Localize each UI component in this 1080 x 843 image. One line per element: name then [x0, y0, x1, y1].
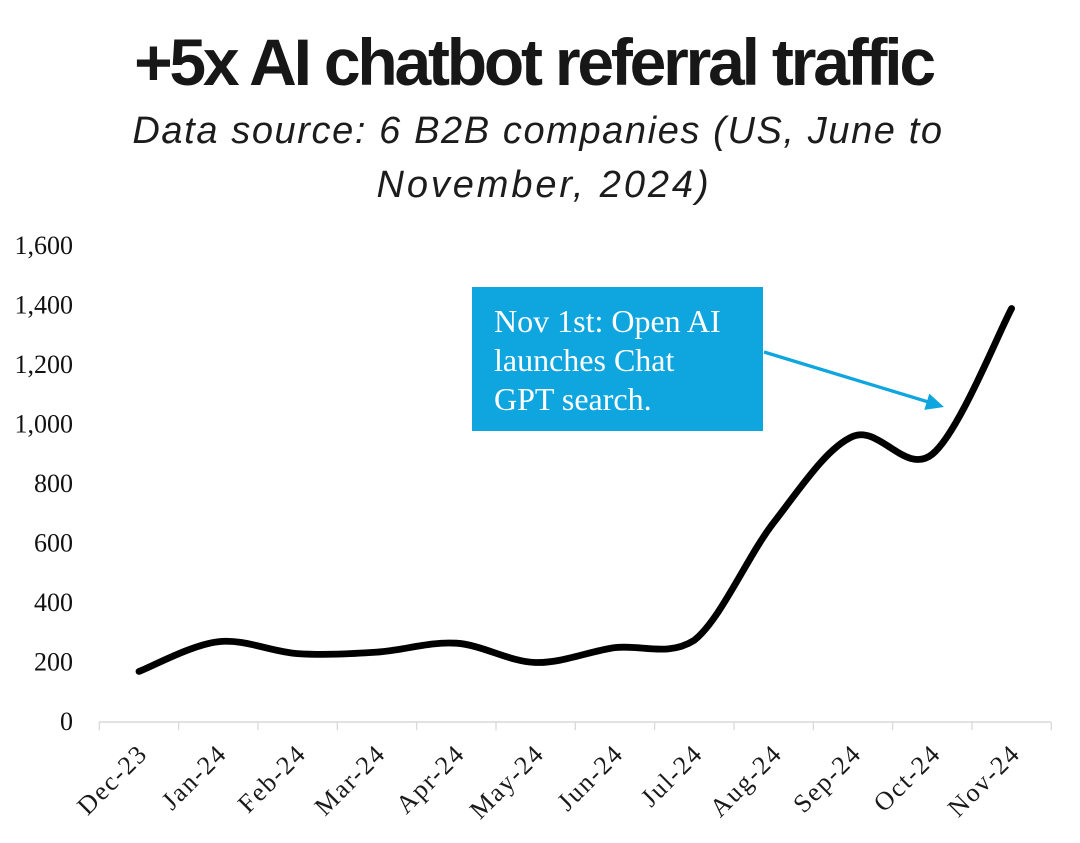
svg-text:Aug-24: Aug-24: [704, 739, 788, 823]
svg-text:Nov-24: Nov-24: [942, 739, 1026, 823]
svg-text:Jan-24: Jan-24: [156, 739, 233, 816]
svg-text:1,600: 1,600: [15, 231, 74, 260]
svg-text:Sep-24: Sep-24: [787, 739, 867, 819]
svg-text:1,400: 1,400: [15, 291, 74, 320]
svg-text:400: 400: [34, 588, 73, 617]
svg-text:1,000: 1,000: [15, 410, 74, 439]
svg-text:Oct-24: Oct-24: [868, 739, 947, 818]
svg-text:0: 0: [60, 707, 73, 736]
svg-text:600: 600: [34, 529, 73, 558]
svg-text:Feb-24: Feb-24: [232, 739, 312, 819]
svg-text:May-24: May-24: [464, 739, 550, 825]
svg-text:Jul-24: Jul-24: [635, 739, 709, 813]
svg-text:200: 200: [34, 648, 73, 677]
svg-text:1,200: 1,200: [15, 350, 74, 379]
svg-text:800: 800: [34, 469, 73, 498]
svg-text:Jun-24: Jun-24: [551, 739, 629, 817]
svg-text:Apr-24: Apr-24: [390, 739, 470, 819]
svg-text:Dec-23: Dec-23: [71, 739, 153, 821]
svg-text:Mar-24: Mar-24: [309, 739, 391, 821]
